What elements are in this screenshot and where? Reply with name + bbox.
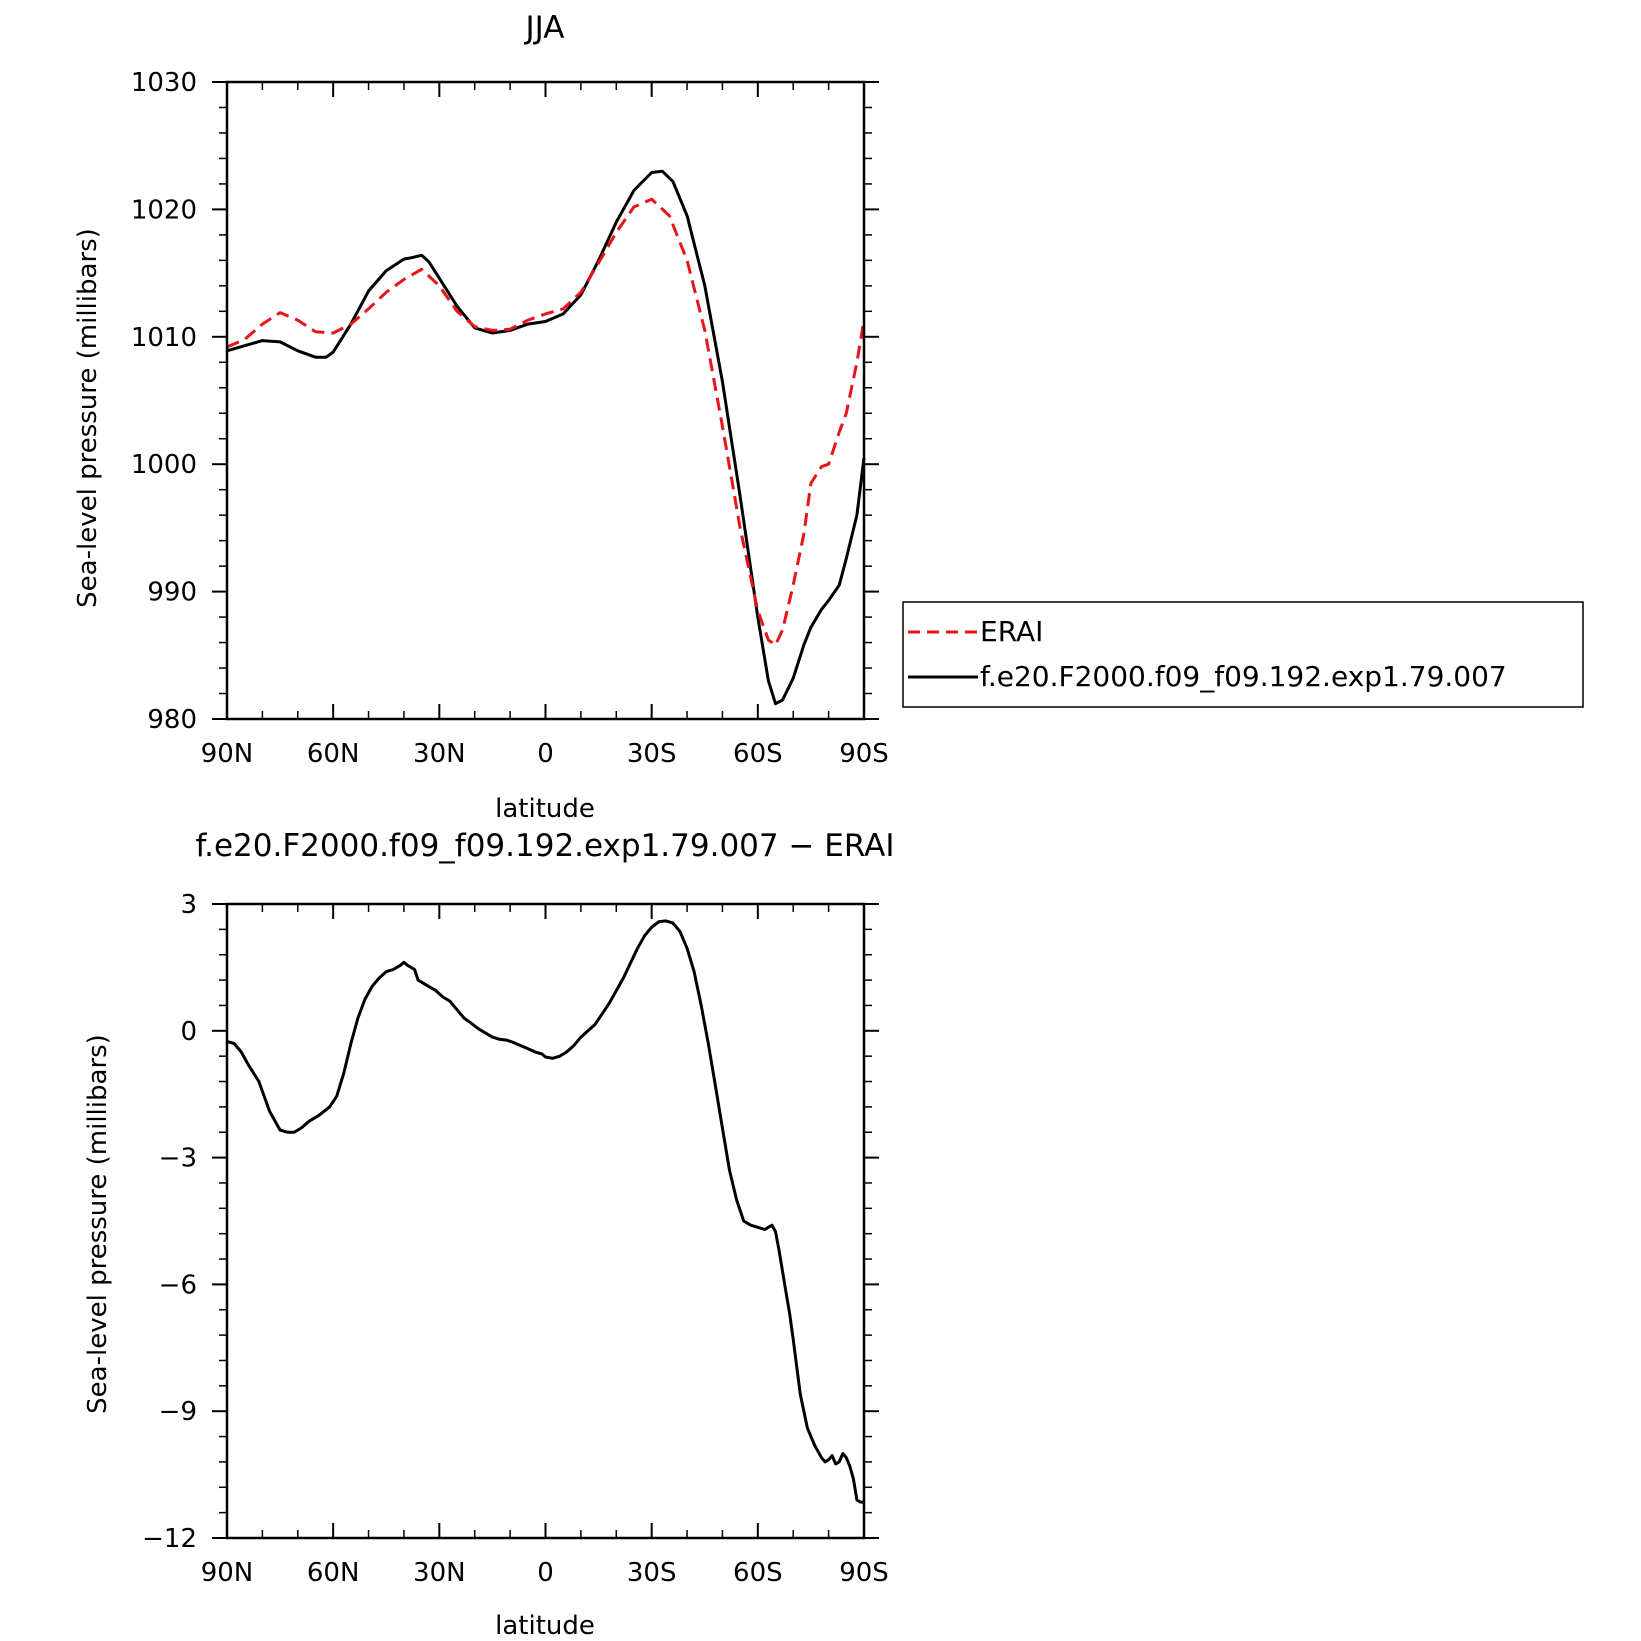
plot-top-frame (225, 80, 866, 721)
y-tick-label: −12 (142, 1524, 197, 1554)
plot-bottom-title: f.e20.F2000.f09_f09.192.exp1.79.007 − ER… (195, 828, 894, 864)
x-tick-label: 60N (307, 739, 360, 769)
x-tick-label: 90N (201, 1558, 254, 1588)
x-tick-label: 30S (627, 1558, 677, 1588)
plot-top: JJA latitude Sea-level pressure (milliba… (73, 10, 889, 824)
plot-top-xlabel: latitude (495, 794, 595, 824)
y-tick-label: 1030 (131, 68, 197, 98)
series-line-difference (226, 919, 864, 1504)
y-tick-label: −9 (159, 1397, 197, 1427)
x-tick-label: 30N (413, 1558, 466, 1588)
y-tick-label: 1010 (131, 323, 197, 353)
plot-bottom-series (226, 919, 864, 1504)
x-tick-label: 30S (627, 739, 677, 769)
y-tick-label: 1020 (131, 195, 197, 225)
plot-bottom-tick-labels: 90N 60N 30N 0 30S 60S 90S 3 0 −3 −6 −9 −12 (142, 890, 889, 1588)
plot-top-ticks (212, 81, 879, 720)
plot-bottom: f.e20.F2000.f09_f09.192.exp1.79.007 − ER… (83, 828, 895, 1641)
legend-box (902, 601, 1584, 708)
x-tick-label: 60N (307, 1558, 360, 1588)
plot-top-series (226, 169, 866, 706)
x-tick-label: 60S (733, 1558, 783, 1588)
plot-top-title: JJA (524, 10, 565, 46)
plot-bottom-frame (225, 902, 866, 1540)
series-line-erai (226, 197, 866, 647)
x-tick-label: 0 (537, 739, 554, 769)
x-tick-label: 90N (201, 739, 254, 769)
legend-label-model: f.e20.F2000.f09_f09.192.exp1.79.007 (980, 660, 1507, 693)
x-tick-label: 90S (839, 739, 889, 769)
plot-top-ylabel: Sea-level pressure (millibars) (73, 228, 103, 608)
y-tick-label: 3 (180, 890, 197, 920)
plot-top-tick-labels: 90N 60N 30N 0 30S 60S 90S 1030 1020 1010 1000 990 98… (131, 68, 889, 769)
plot-bottom-ticks (212, 903, 879, 1539)
y-tick-label: 980 (147, 705, 197, 735)
x-tick-label: 90S (839, 1558, 889, 1588)
x-tick-label: 60S (733, 739, 783, 769)
legend-label-erai: ERAI (980, 615, 1043, 648)
x-tick-label: 30N (413, 739, 466, 769)
plot-bottom-xlabel: latitude (495, 1611, 595, 1641)
y-tick-label: 0 (180, 1017, 197, 1047)
y-tick-label: 1000 (131, 450, 197, 480)
x-tick-label: 0 (537, 1558, 554, 1588)
y-tick-label: 990 (147, 578, 197, 608)
series-line-model (226, 169, 866, 706)
plot-bottom-ylabel: Sea-level pressure (millibars) (83, 1034, 113, 1414)
y-tick-label: −3 (159, 1144, 197, 1174)
legend: ERAI f.e20.F2000.f09_f09.192.exp1.79.007 (902, 601, 1584, 708)
y-tick-label: −6 (159, 1270, 197, 1300)
